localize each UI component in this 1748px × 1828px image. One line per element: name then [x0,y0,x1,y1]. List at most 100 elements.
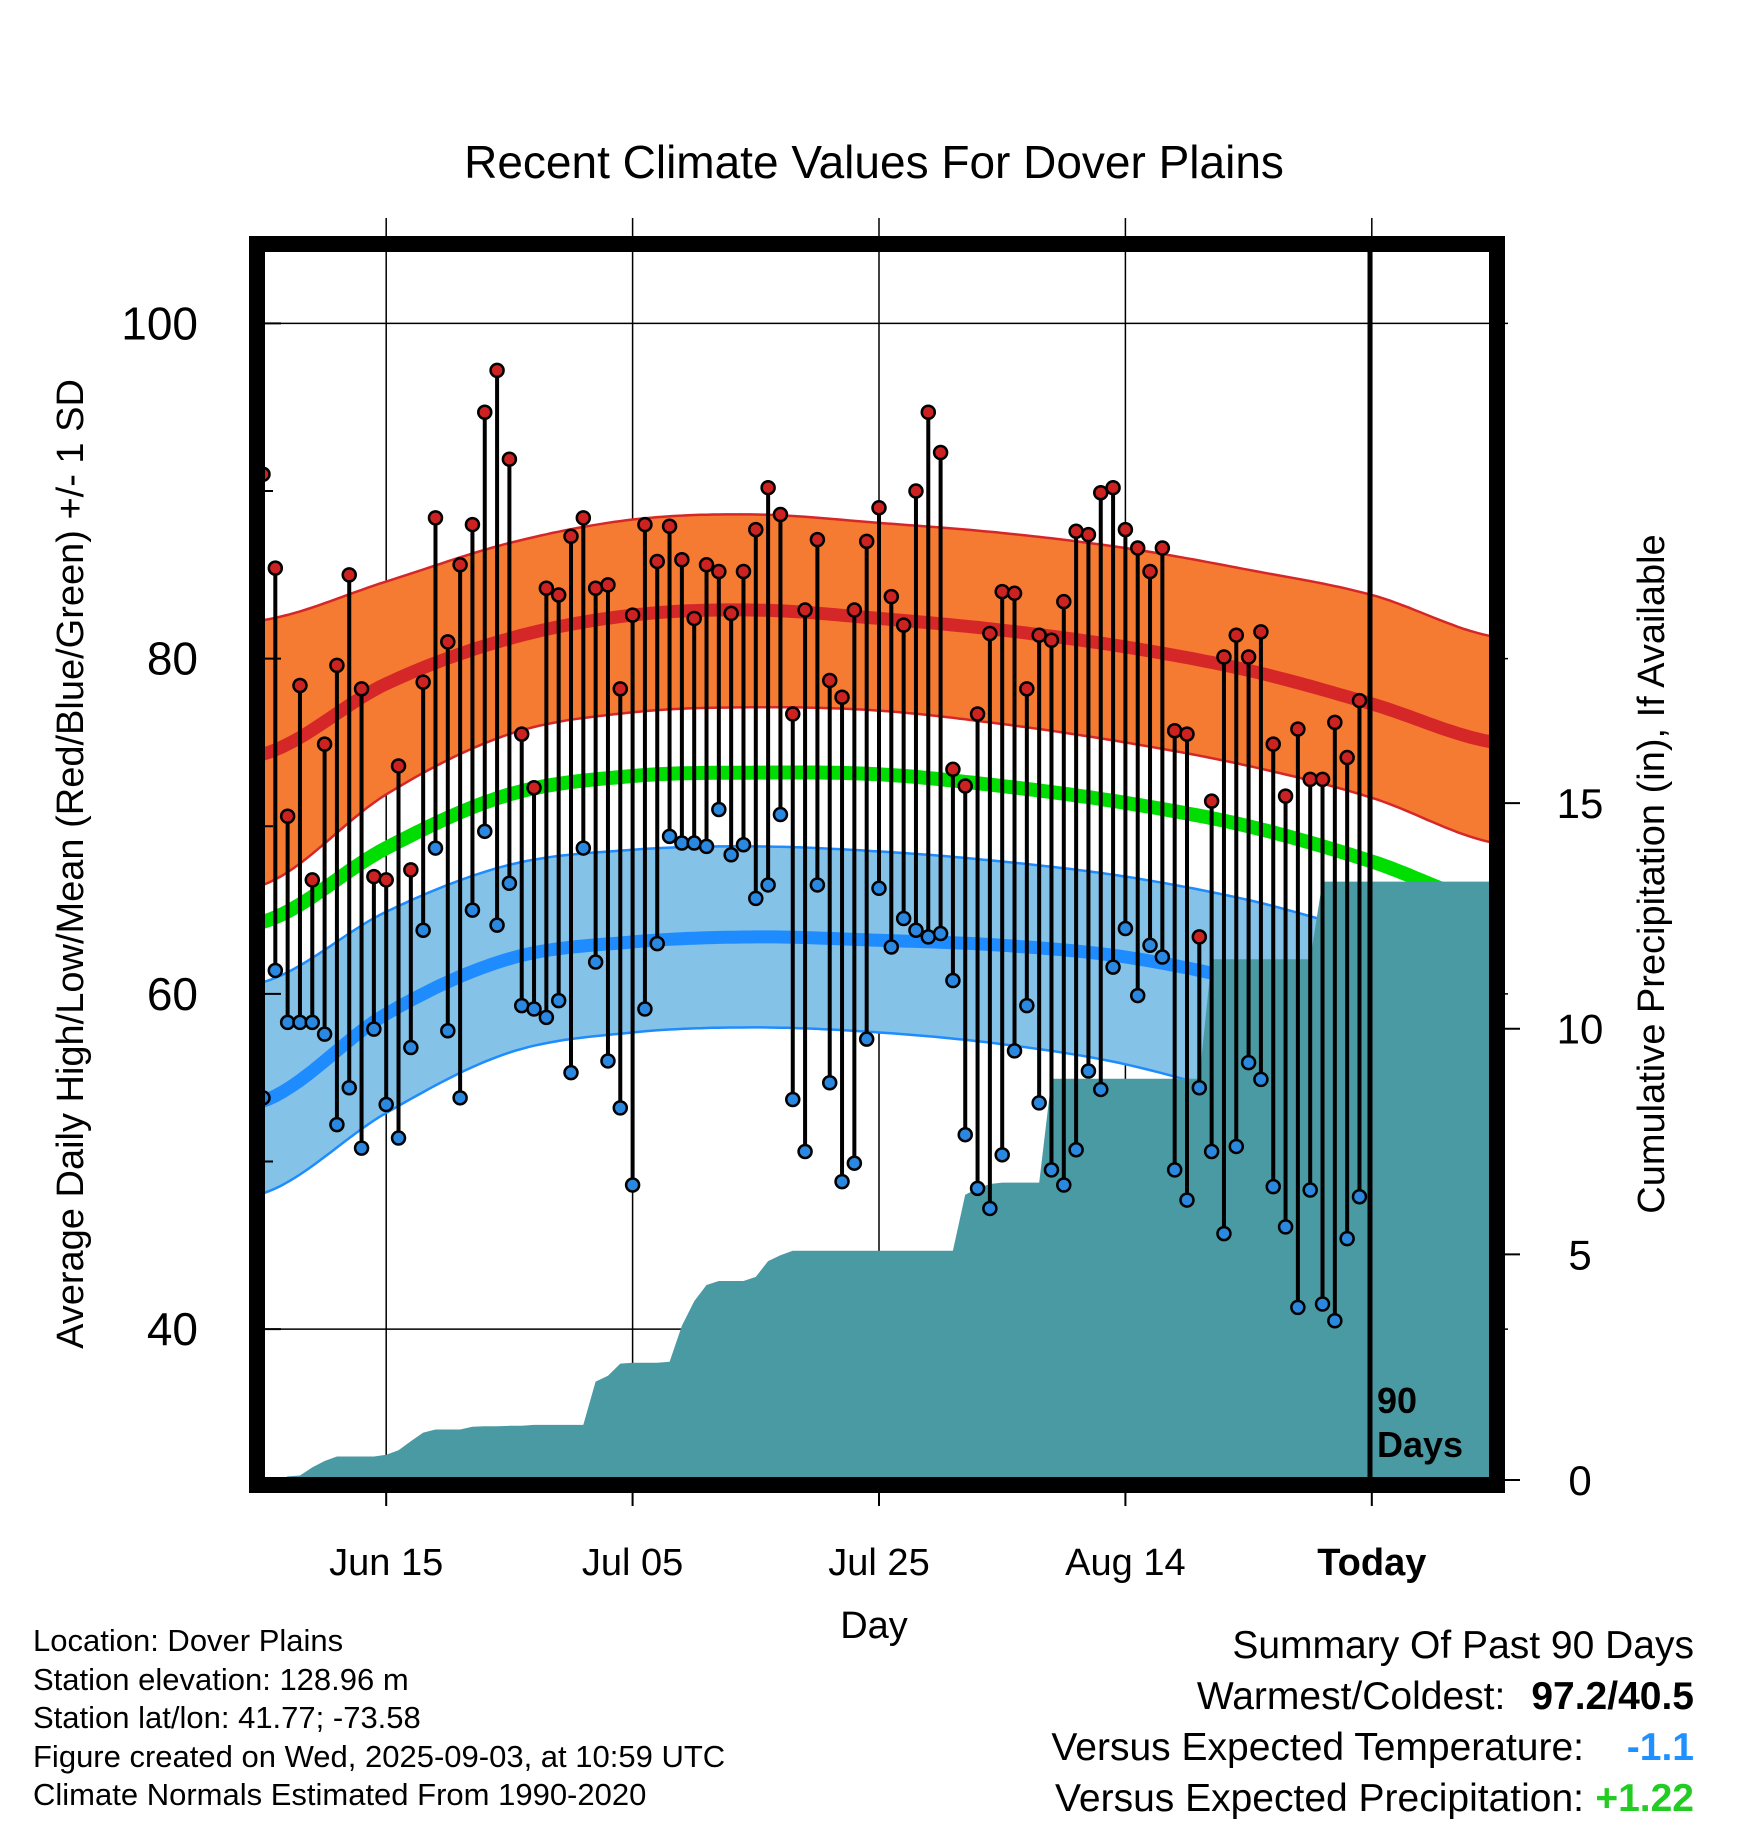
y2-axis-label: Cumulative Precipitation (in), If Availa… [1631,534,1673,1213]
obs-low-point [316,1026,333,1042]
obs-low-point [834,1173,850,1190]
obs-low-point [895,910,912,927]
obs-low-point [674,835,690,851]
obs-low-point [982,1200,998,1217]
temp-label: Versus Expected Temperature: [1051,1726,1584,1769]
obs-high-point [440,634,456,650]
obs-low-point [1080,1063,1097,1079]
obs-low-point [846,1155,863,1171]
obs-high-point [403,862,419,878]
obs-high-point [834,689,850,705]
obs-low-point [760,877,776,893]
obs-low-point [550,992,567,1009]
obs-low-point [1019,997,1035,1014]
summary-heading: Summary Of Past 90 Days [1232,1624,1694,1667]
obs-low-point [390,1130,407,1146]
obs-high-point [760,479,776,496]
obs-low-point [871,880,887,897]
obs-low-point [957,1126,973,1143]
obs-high-point [329,657,345,674]
obs-low-point [513,997,530,1014]
obs-low-point [292,1014,308,1031]
obs-low-point [329,1116,345,1133]
y2-tick-label-0: 15 [1557,780,1604,827]
obs-high-point [513,726,530,742]
obs-low-point [538,1009,555,1026]
obs-high-point [1290,721,1306,737]
location-text: Location: Dover Plains [33,1623,344,1658]
summary-panel: Summary Of Past 90 Days Warmest/Coldest:… [1051,1620,1694,1824]
latlon-text: Station lat/lon: 41.77; -73.58 [33,1700,421,1735]
obs-low-point [1290,1299,1306,1316]
obs-high-point [1019,681,1035,697]
obs-low-point [858,1031,875,1047]
obs-low-point [1166,1162,1183,1178]
obs-low-point [1179,1192,1195,1208]
obs-high-point [378,872,394,888]
obs-high-point [932,444,949,461]
obs-high-point [1302,771,1318,788]
obs-high-point [1166,722,1183,739]
obs-low-point [427,840,444,856]
obs-low-point [1253,1071,1269,1088]
obs-high-point [908,483,924,499]
x-tick-label-4: Today [1317,1542,1426,1584]
x-axis-label: Day [840,1605,908,1647]
obs-high-point [1080,526,1097,543]
station-info: Location: Dover Plains Station elevation… [33,1622,725,1815]
obs-high-point [1339,749,1355,766]
obs-high-point [538,580,555,597]
obs-high-point [1093,484,1109,501]
obs-high-point [279,808,296,824]
obs-low-point [1068,1142,1084,1158]
obs-low-point [932,925,949,942]
obs-low-point [1142,937,1158,954]
obs-high-point [1191,929,1208,945]
obs-low-point [563,1064,579,1081]
obs-high-point [1129,540,1146,556]
obs-high-point [1117,521,1134,538]
obs-low-point [1327,1313,1343,1329]
obs-high-point [945,761,961,778]
obs-high-point [464,516,481,533]
obs-high-point [797,602,813,618]
obs-low-point [945,972,961,989]
obs-low-point [686,835,702,851]
obs-low-point [464,902,481,918]
obs-high-point [526,779,542,796]
obs-low-point [304,1014,321,1031]
elevation-text: Station elevation: 128.96 m [33,1661,409,1697]
obs-low-point [624,1177,641,1193]
y2-tick-label-1: 10 [1557,1006,1604,1053]
obs-high-point [292,677,308,694]
obs-low-point [1031,1095,1047,1111]
obs-low-point [1117,920,1134,937]
obs-high-point [969,706,986,722]
precip-label: Versus Expected Precipitation: [1055,1777,1584,1820]
obs-high-point [883,588,900,605]
obs-low-point [452,1090,468,1106]
y-tick-label-0: 100 [121,297,198,349]
obs-low-point [637,1001,653,1017]
obs-high-point [624,607,641,623]
warmest-value: 97.2/40.5 [1531,1675,1694,1718]
obs-high-point [686,610,702,627]
obs-low-point [501,875,518,892]
obs-low-point [612,1100,629,1116]
obs-low-point [477,823,493,840]
obs-high-point [1142,563,1158,580]
obs-high-point [982,625,998,642]
obs-high-point [895,617,912,633]
obs-high-point [674,552,690,568]
temp-value: -1.1 [1626,1726,1694,1769]
obs-high-point [1043,632,1060,648]
obs-high-point [957,778,973,794]
obs-high-point [452,557,468,573]
obs-low-point [415,922,431,938]
warmest-label: Warmest/Coldest: [1196,1675,1506,1718]
obs-low-point [1006,1043,1023,1059]
axes: 100 80 60 40 15 10 5 0 Jun 15 Jul 05 Jul 25 Aug 14 T… [121,297,1603,1584]
y-axis-label: Average Daily High/Low/Mean (Red/Blue/Gr… [50,379,92,1349]
obs-low-point [1056,1177,1072,1193]
